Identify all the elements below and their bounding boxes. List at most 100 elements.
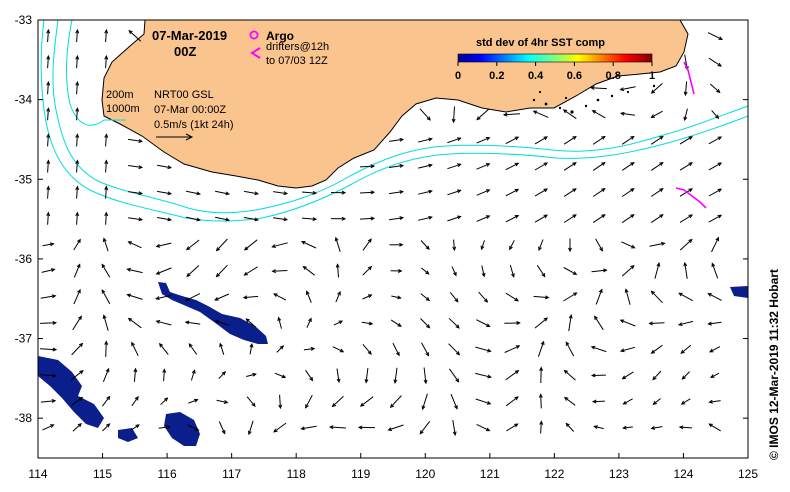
lon-tick-label: 116: [158, 467, 177, 481]
current-arrow: [272, 270, 288, 272]
current-arrow-head: [483, 298, 489, 303]
current-arrow-head: [545, 295, 550, 300]
current-arrow-head: [76, 263, 81, 268]
current-arrow-head: [104, 211, 109, 217]
current-arrow-head: [594, 315, 598, 320]
current-arrow: [681, 398, 691, 405]
current-arrow: [651, 426, 663, 429]
sst-patch-southwest: [38, 356, 104, 428]
lon-tick-label: 114: [28, 467, 47, 481]
current-arrow-head: [370, 216, 376, 221]
current-arrow-head: [514, 423, 519, 428]
isobath-inner: [65, 19, 105, 126]
current-arrow: [40, 374, 56, 377]
current-arrow: [620, 319, 636, 327]
current-arrow-head: [455, 324, 460, 329]
current-arrow-head: [630, 264, 635, 270]
lon-axis: 114 115 116 117 118 119 120 121 122 123 124 125: [28, 453, 758, 481]
current-arrow-head: [334, 236, 339, 242]
current-arrow-head: [308, 317, 312, 323]
current-arrow-head: [370, 164, 376, 169]
current-arrow: [47, 160, 49, 173]
current-arrow-head: [591, 399, 597, 404]
current-arrow: [105, 160, 107, 173]
current-arrow: [216, 399, 228, 404]
current-arrow: [451, 266, 457, 276]
current-arrow: [216, 264, 228, 277]
current-arrow: [476, 137, 490, 144]
current-arrow-head: [619, 319, 625, 324]
current-arrow: [678, 292, 694, 302]
current-arrow: [591, 346, 607, 353]
current-arrow-head: [516, 321, 521, 325]
current-arrow: [218, 421, 226, 434]
current-arrow-head: [247, 430, 252, 436]
current-arrow: [76, 186, 78, 199]
current-arrow-head: [306, 290, 310, 295]
current-arrow: [565, 423, 575, 432]
current-arrow: [186, 239, 200, 250]
current-arrow-head: [457, 137, 462, 141]
current-arrow: [621, 112, 635, 116]
drifter-track-north: [683, 61, 695, 95]
current-arrow-head: [106, 423, 111, 428]
current-arrow-head: [659, 214, 664, 219]
current-arrow-head: [563, 369, 569, 374]
current-arrow-head: [428, 215, 433, 220]
current-arrow-head: [397, 323, 402, 327]
current-arrow-head: [568, 314, 573, 319]
current-arrow: [711, 110, 719, 119]
current-arrow-head: [452, 431, 457, 437]
current-arrow: [72, 316, 82, 331]
current-arrow-head: [660, 241, 666, 246]
current-arrow-head: [184, 297, 190, 301]
current-arrow: [476, 319, 490, 327]
current-arrow: [390, 395, 402, 408]
sst-patch-east: [730, 286, 748, 298]
current-arrow: [73, 239, 81, 251]
current-arrow-head: [428, 189, 433, 194]
current-arrow: [621, 265, 635, 277]
current-arrow: [621, 188, 635, 197]
current-arrow: [447, 216, 461, 222]
current-arrow: [476, 108, 490, 120]
current-arrow: [102, 368, 110, 382]
current-arrow: [453, 106, 455, 123]
current-arrow: [476, 163, 490, 170]
current-arrow: [133, 368, 137, 382]
current-arrow-head: [708, 399, 713, 404]
current-arrow-head: [273, 293, 278, 297]
current-arrow-head: [367, 294, 373, 299]
current-arrow: [478, 291, 488, 303]
current-arrow-head: [540, 340, 545, 346]
current-arrow-head: [591, 110, 597, 114]
current-arrow-head: [514, 136, 520, 141]
current-arrow: [42, 243, 54, 247]
current-arrow-head: [283, 191, 289, 196]
current-arrow: [159, 343, 169, 355]
current-arrow: [103, 238, 109, 252]
current-arrow-head: [688, 188, 693, 193]
current-arrow-head: [541, 272, 546, 278]
isobath-1000m: [40, 19, 749, 222]
lon-tick-label: 122: [544, 467, 564, 481]
current-arrow-head: [336, 378, 341, 384]
current-arrow-head: [135, 424, 140, 429]
current-arrow-head: [104, 54, 109, 60]
current-arrow: [620, 86, 636, 91]
current-arrow-head: [715, 236, 719, 242]
current-arrow: [163, 369, 165, 382]
colorbar-ticks: 0 0.2 0.4 0.6 0.8 1: [455, 62, 655, 82]
current-arrow: [128, 317, 142, 329]
current-arrow: [70, 370, 84, 381]
current-arrow: [710, 372, 720, 378]
current-arrow-head: [104, 133, 109, 138]
argo-symbol-icon: [249, 30, 259, 40]
current-arrow: [540, 421, 542, 434]
current-arrow: [420, 318, 430, 329]
current-arrow: [621, 136, 635, 145]
current-arrow: [47, 186, 49, 199]
current-arrow: [248, 420, 254, 435]
current-arrow-head: [279, 345, 285, 350]
current-arrow-head: [185, 246, 191, 251]
